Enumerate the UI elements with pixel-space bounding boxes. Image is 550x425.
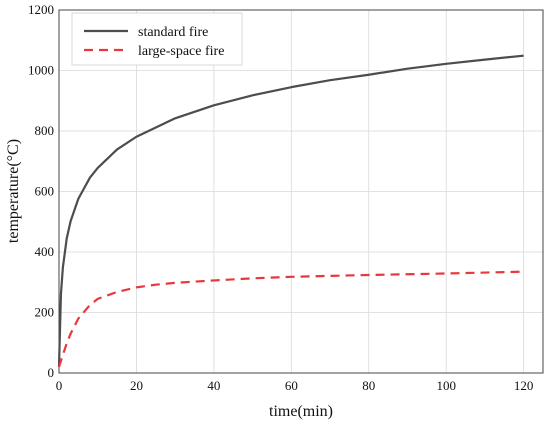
x-tick-label: 20: [130, 378, 143, 393]
y-tick-label: 1000: [28, 63, 54, 78]
y-axis-label: temperature(°C): [5, 139, 22, 243]
y-tick-label: 800: [35, 123, 55, 138]
legend-label-standard-fire: standard fire: [138, 25, 208, 40]
x-tick-label: 0: [56, 378, 63, 393]
y-tick-labels: 0 200 400 600 800 1000 1200: [28, 2, 54, 380]
series-lines: [57, 54, 524, 368]
y-tick-label: 600: [35, 184, 55, 199]
series-line-standard-fire: [57, 54, 524, 367]
y-tick-label: 400: [35, 244, 55, 259]
legend-label-large-space-fire: large-space fire: [138, 44, 224, 59]
x-tick-label: 40: [207, 378, 220, 393]
y-tick-label: 0: [48, 365, 55, 380]
x-tick-label: 80: [362, 378, 375, 393]
plot-frame: [58, 9, 544, 374]
y-tick-label: 1200: [28, 2, 54, 17]
legend-box: [71, 12, 243, 66]
x-axis-label: time(min): [269, 403, 333, 420]
x-tick-label: 60: [285, 378, 298, 393]
series-line-large-space-fire: [57, 270, 524, 368]
x-tick-label: 120: [514, 378, 534, 393]
y-tick-label: 200: [35, 305, 55, 320]
x-tick-labels: 0 20 40 60 80 100 120: [56, 378, 534, 393]
legend: standard fire large-space fire: [71, 12, 243, 66]
x-tick-label: 100: [436, 378, 456, 393]
